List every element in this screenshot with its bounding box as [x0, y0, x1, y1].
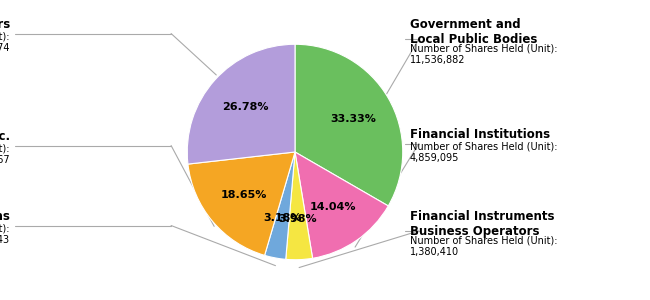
- Text: 18.65%: 18.65%: [220, 190, 267, 200]
- Text: Number of Shares Held (Unit):: Number of Shares Held (Unit):: [0, 224, 10, 234]
- Text: 14.04%: 14.04%: [310, 202, 356, 212]
- Text: 26.78%: 26.78%: [222, 103, 268, 112]
- Wedge shape: [187, 44, 295, 164]
- Text: Government and
Local Public Bodies: Government and Local Public Bodies: [410, 18, 538, 46]
- Text: 33.33%: 33.33%: [330, 114, 376, 124]
- Text: Financial Instruments
Business Operators: Financial Instruments Business Operators: [410, 210, 554, 238]
- Text: 3.98%: 3.98%: [278, 214, 317, 224]
- Wedge shape: [188, 152, 295, 255]
- Text: 1,380,410: 1,380,410: [410, 247, 459, 256]
- Wedge shape: [295, 44, 403, 206]
- Text: 11,536,882: 11,536,882: [410, 55, 465, 64]
- Text: 1,101,943: 1,101,943: [0, 235, 10, 245]
- Wedge shape: [286, 152, 313, 260]
- Text: 9,270,074: 9,270,074: [0, 43, 10, 53]
- Text: Individuals and Others: Individuals and Others: [0, 18, 10, 31]
- Text: Financial Institutions: Financial Institutions: [410, 128, 550, 141]
- Text: 6,457,567: 6,457,567: [0, 155, 10, 165]
- Text: Foreign Corporations ,etc.: Foreign Corporations ,etc.: [0, 130, 10, 143]
- Text: Number of Shares Held (Unit):: Number of Shares Held (Unit):: [410, 236, 558, 246]
- Text: Number of Shares Held (Unit):: Number of Shares Held (Unit):: [410, 44, 558, 54]
- Text: Number of Shares Held (Unit):: Number of Shares Held (Unit):: [0, 144, 10, 154]
- Wedge shape: [265, 152, 295, 259]
- Text: Other Corporations: Other Corporations: [0, 210, 10, 223]
- Text: Number of Shares Held (Unit):: Number of Shares Held (Unit):: [0, 32, 10, 42]
- Text: 4,859,095: 4,859,095: [410, 153, 460, 163]
- Text: Number of Shares Held (Unit):: Number of Shares Held (Unit):: [410, 142, 558, 152]
- Text: 3.18%: 3.18%: [263, 213, 302, 223]
- Wedge shape: [295, 152, 388, 258]
